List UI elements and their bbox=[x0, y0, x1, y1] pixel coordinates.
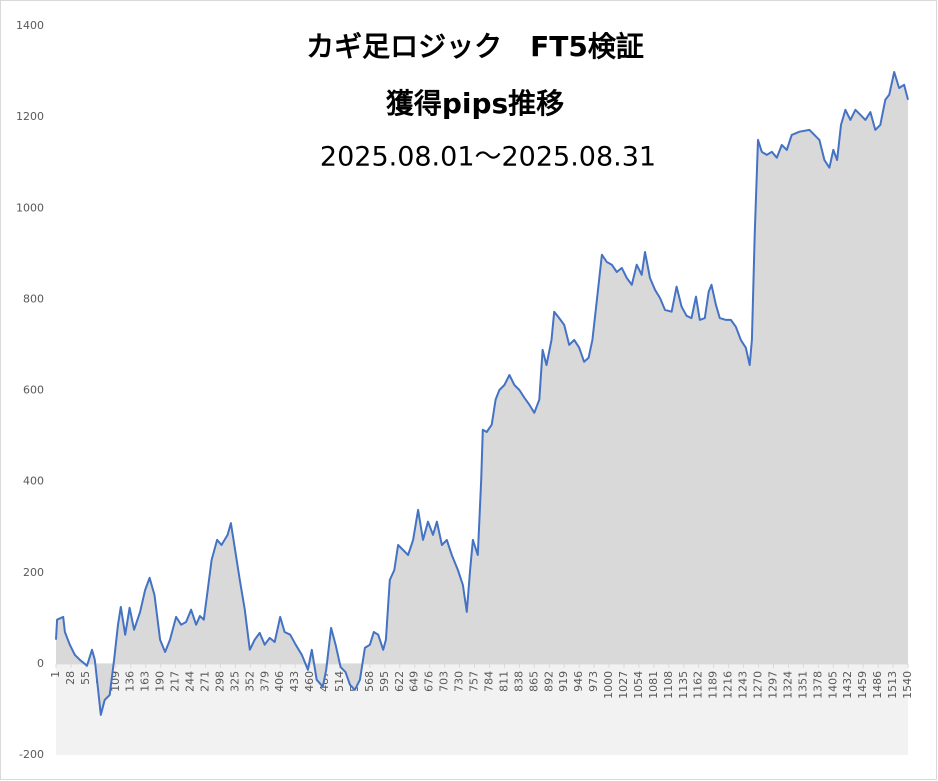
x-tick-label: 1216 bbox=[722, 671, 735, 699]
x-tick-label: 55 bbox=[79, 671, 92, 685]
x-tick-label: 865 bbox=[527, 671, 540, 692]
chart-subtitle: 獲得pips推移 bbox=[386, 87, 564, 120]
x-tick-label: 1162 bbox=[692, 671, 705, 699]
y-tick-label: 600 bbox=[23, 384, 44, 397]
x-tick-label: 1324 bbox=[781, 671, 794, 699]
x-tick-label: 1513 bbox=[886, 671, 899, 699]
y-tick-label: 400 bbox=[23, 475, 44, 488]
x-tick-label: 379 bbox=[258, 671, 271, 692]
chart-title: カギ足ロジック FT5検証 bbox=[306, 30, 644, 63]
x-tick-label: 1243 bbox=[737, 671, 750, 699]
x-tick-label: 1432 bbox=[841, 671, 854, 699]
x-tick-label: 784 bbox=[482, 671, 495, 692]
chart-period: 2025.08.01～2025.08.31 bbox=[320, 142, 656, 173]
x-tick-label: 352 bbox=[243, 671, 256, 692]
x-tick-label: 1540 bbox=[901, 671, 914, 699]
x-tick-label: 1378 bbox=[811, 671, 824, 699]
x-tick-label: 649 bbox=[408, 671, 421, 692]
x-tick-label: 730 bbox=[453, 671, 466, 692]
x-tick-label: 1351 bbox=[796, 671, 809, 699]
x-tick-label: 1189 bbox=[707, 671, 720, 699]
x-tick-label: 163 bbox=[139, 671, 152, 692]
x-tick-label: 838 bbox=[512, 671, 525, 692]
x-tick-label: 973 bbox=[587, 671, 600, 692]
y-tick-label: -200 bbox=[19, 748, 44, 761]
x-tick-label: 244 bbox=[184, 671, 197, 692]
x-tick-label: 622 bbox=[393, 671, 406, 692]
x-tick-label: 946 bbox=[572, 671, 585, 692]
x-tick-label: 1108 bbox=[662, 671, 675, 699]
x-tick-label: 136 bbox=[124, 671, 137, 692]
x-tick-label: 271 bbox=[198, 671, 211, 692]
x-tick-label: 1459 bbox=[856, 671, 869, 699]
y-tick-label: 1400 bbox=[16, 19, 44, 32]
x-tick-label: 676 bbox=[423, 671, 436, 692]
x-tick-label: 1486 bbox=[871, 671, 884, 699]
x-tick-label: 325 bbox=[228, 671, 241, 692]
x-tick-label: 217 bbox=[169, 671, 182, 692]
x-tick-label: 1054 bbox=[632, 671, 645, 699]
x-tick-label: 1135 bbox=[677, 671, 690, 699]
x-tick-label: 433 bbox=[288, 671, 301, 692]
x-tick-label: 406 bbox=[273, 671, 286, 692]
x-tick-label: 28 bbox=[64, 671, 77, 685]
y-tick-label: 1200 bbox=[16, 110, 44, 123]
y-tick-label: 0 bbox=[37, 657, 44, 670]
x-tick-label: 1 bbox=[49, 671, 62, 678]
x-tick-label: 190 bbox=[154, 671, 167, 692]
area bbox=[56, 72, 908, 715]
x-tick-label: 514 bbox=[333, 671, 346, 692]
x-tick-label: 757 bbox=[468, 671, 481, 692]
x-tick-label: 595 bbox=[378, 671, 391, 692]
negative-band bbox=[56, 664, 908, 755]
x-tick-label: 1081 bbox=[647, 671, 660, 699]
y-tick-label: 1000 bbox=[16, 201, 44, 214]
x-tick-label: 1405 bbox=[826, 671, 839, 699]
line bbox=[55, 71, 909, 716]
x-tick-label: 1270 bbox=[752, 671, 765, 699]
x-tick-label: 919 bbox=[557, 671, 570, 692]
x-tick-label: 460 bbox=[303, 671, 316, 692]
y-tick-label: 200 bbox=[23, 566, 44, 579]
x-tick-label: 1000 bbox=[602, 671, 615, 699]
y-tick-label: 800 bbox=[23, 292, 44, 305]
x-tick-label: 1297 bbox=[766, 671, 779, 699]
x-tick-label: 811 bbox=[497, 671, 510, 692]
x-tick-label: 1027 bbox=[617, 671, 630, 699]
x-tick-label: 703 bbox=[438, 671, 451, 692]
x-tick-label: 892 bbox=[542, 671, 555, 692]
plot: -200020040060080010001200140012855821091… bbox=[16, 19, 914, 761]
x-tick-label: 298 bbox=[213, 671, 226, 692]
x-tick-label: 568 bbox=[363, 671, 376, 692]
